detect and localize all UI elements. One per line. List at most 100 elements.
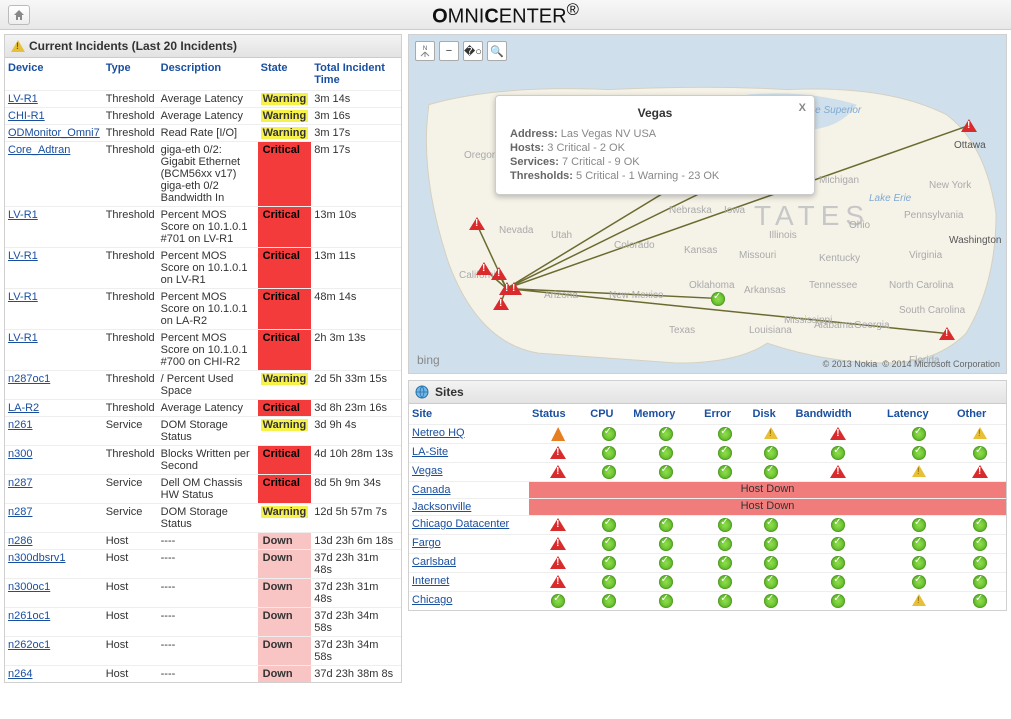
ok-icon	[659, 594, 673, 608]
device-link[interactable]: n300	[8, 448, 32, 460]
map-marker[interactable]	[711, 292, 727, 308]
ok-icon	[659, 575, 673, 589]
map-marker[interactable]	[939, 327, 955, 343]
site-row: Carlsbad	[409, 554, 1006, 573]
device-link[interactable]: ODMonitor_Omni7	[8, 127, 100, 139]
incidents-col: Total Incident Time	[311, 58, 401, 91]
table-row: LV-R1ThresholdPercent MOS Score on 10.1.…	[5, 289, 401, 330]
ok-icon	[831, 518, 845, 532]
map-zoom-in[interactable]: 🔍	[487, 41, 507, 61]
ok-icon	[659, 446, 673, 460]
map-marker[interactable]	[469, 217, 485, 233]
table-row: CHI-R1ThresholdAverage LatencyWarning3m …	[5, 108, 401, 125]
site-link[interactable]: Internet	[412, 575, 449, 587]
site-link[interactable]: Chicago	[412, 594, 452, 606]
state-badge: Down	[261, 639, 295, 651]
ok-icon	[602, 575, 616, 589]
map-label: Michigan	[819, 175, 859, 186]
device-link[interactable]: n261oc1	[8, 610, 50, 622]
site-link[interactable]: Fargo	[412, 537, 441, 549]
host-down-banner: Host Down	[529, 499, 1006, 516]
ok-icon	[912, 446, 926, 460]
ok-icon	[718, 556, 732, 570]
ok-icon	[659, 518, 673, 532]
device-link[interactable]: n286	[8, 535, 32, 547]
device-link[interactable]: n287oc1	[8, 373, 50, 385]
map-marker[interactable]	[476, 262, 492, 278]
state-badge: Warning	[261, 373, 309, 385]
ok-icon	[912, 518, 926, 532]
sites-panel: Sites SiteStatusCPUMemoryErrorDiskBandwi…	[408, 380, 1007, 611]
site-link[interactable]: Carlsbad	[412, 556, 456, 568]
site-link[interactable]: Vegas	[412, 465, 443, 477]
map-marker[interactable]	[491, 267, 507, 283]
map-label: Lake Erie	[869, 193, 911, 204]
site-link[interactable]: Chicago Datacenter	[412, 518, 509, 530]
site-link[interactable]: Netreo HQ	[412, 427, 465, 439]
popup-title: Vegas	[510, 106, 800, 120]
map-zoom-fit[interactable]: �○	[463, 41, 483, 61]
map-panel[interactable]: N − �○ 🔍 TATES Lake SuperiorOttawaMontan…	[408, 34, 1007, 374]
map-label: Illinois	[769, 230, 797, 241]
state-badge: Critical	[261, 402, 302, 414]
state-badge: Down	[261, 552, 295, 564]
map-marker[interactable]	[493, 297, 509, 313]
device-link[interactable]: Core_Adtran	[8, 144, 70, 156]
device-link[interactable]: CHI-R1	[8, 110, 45, 122]
site-link[interactable]: Jacksonville	[412, 501, 471, 513]
map-label: Ohio	[849, 220, 870, 231]
site-row: Vegas	[409, 463, 1006, 482]
map-label: Texas	[669, 325, 695, 336]
map-label: Washington	[949, 235, 1001, 246]
state-badge: Warning	[261, 93, 309, 105]
device-link[interactable]: n300dbsrv1	[8, 552, 66, 564]
map-label: South Carolina	[899, 305, 965, 316]
incidents-header: Current Incidents (Last 20 Incidents)	[5, 35, 401, 58]
device-link[interactable]: n261	[8, 419, 32, 431]
sites-col: Site	[409, 404, 529, 425]
ok-icon	[973, 556, 987, 570]
table-row: n300ThresholdBlocks Written per SecondCr…	[5, 446, 401, 475]
device-link[interactable]: n264	[8, 668, 32, 680]
state-badge: Down	[261, 668, 295, 680]
map-label: Arizona	[544, 290, 578, 301]
map-zoom-out[interactable]: −	[439, 41, 459, 61]
map-compass[interactable]: N	[415, 41, 435, 61]
device-link[interactable]: LV-R1	[8, 332, 38, 344]
ok-icon	[551, 594, 565, 608]
device-link[interactable]: n262oc1	[8, 639, 50, 651]
map-credits: © 2013 Nokia © 2014 Microsoft Corporatio…	[823, 359, 1000, 369]
site-row: Chicago Datacenter	[409, 516, 1006, 535]
incidents-col: Description	[158, 58, 258, 91]
map-toolbar: N − �○ 🔍	[415, 41, 507, 61]
crit-icon	[550, 465, 566, 478]
device-link[interactable]: LV-R1	[8, 250, 38, 262]
table-row: n287oc1Threshold/ Percent Used SpaceWarn…	[5, 371, 401, 400]
map-marker[interactable]	[961, 119, 977, 135]
table-row: LA-R2ThresholdAverage LatencyCritical3d …	[5, 400, 401, 417]
site-link[interactable]: Canada	[412, 484, 451, 496]
home-button[interactable]	[8, 5, 30, 25]
device-link[interactable]: LV-R1	[8, 209, 38, 221]
warning-icon	[11, 40, 25, 52]
site-link[interactable]: LA-Site	[412, 446, 448, 458]
site-row: Fargo	[409, 535, 1006, 554]
state-badge: Down	[261, 610, 295, 622]
map-marker[interactable]	[499, 282, 515, 298]
crit-icon	[830, 465, 846, 478]
ok-icon	[602, 446, 616, 460]
device-link[interactable]: LA-R2	[8, 402, 39, 414]
device-link[interactable]: n287	[8, 477, 32, 489]
device-link[interactable]: n287	[8, 506, 32, 518]
ok-icon	[831, 594, 845, 608]
device-link[interactable]: LV-R1	[8, 291, 38, 303]
table-row: n287ServiceDell OM Chassis HW StatusCrit…	[5, 475, 401, 504]
ok-icon	[831, 537, 845, 551]
crit-icon	[972, 465, 988, 478]
popup-close[interactable]: X	[799, 102, 806, 114]
device-link[interactable]: LV-R1	[8, 93, 38, 105]
map-label: Tennessee	[809, 280, 857, 291]
device-link[interactable]: n300oc1	[8, 581, 50, 593]
ok-icon	[659, 537, 673, 551]
ok-icon	[973, 575, 987, 589]
